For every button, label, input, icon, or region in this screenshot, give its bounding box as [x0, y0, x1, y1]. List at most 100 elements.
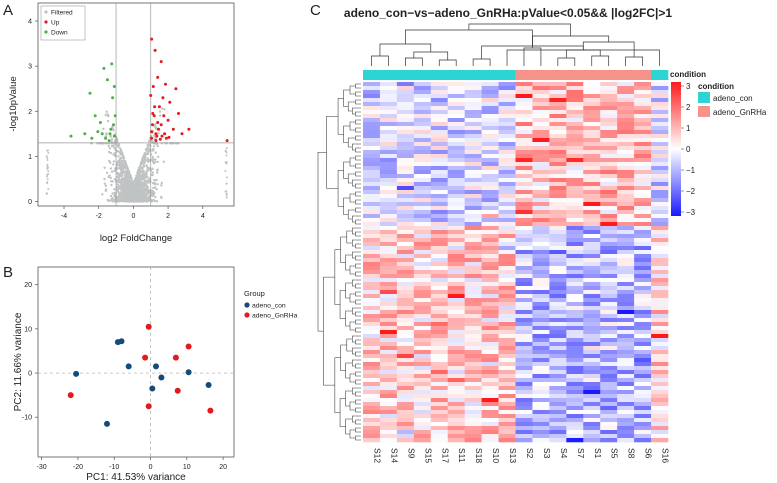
heatmap-cell — [617, 290, 635, 295]
heatmap-cell — [447, 378, 465, 383]
heatmap-cell — [634, 178, 652, 183]
heatmap-cell — [413, 182, 432, 187]
heatmap-cell — [617, 182, 635, 187]
heatmap-cell — [634, 422, 652, 427]
heatmap-cell — [481, 398, 499, 403]
heatmap-cell — [532, 378, 550, 383]
heatmap-cell — [481, 330, 499, 335]
heatmap-cell — [481, 162, 499, 167]
heatmap-cell — [396, 146, 415, 151]
heatmap-cell — [651, 262, 669, 267]
heatmap-cell — [515, 154, 533, 159]
heatmap-cell — [566, 162, 584, 167]
filtered-point — [108, 199, 111, 203]
filtered-point — [103, 166, 106, 169]
filtered-point — [119, 167, 122, 170]
filtered-point — [138, 167, 142, 170]
heatmap-cell — [498, 222, 516, 227]
heatmap-cell — [413, 286, 432, 291]
heatmap-cell — [583, 374, 601, 379]
filtered-point — [153, 178, 156, 182]
heatmap-cell — [481, 210, 499, 215]
heatmap-cell — [430, 98, 449, 103]
heatmap-cell — [379, 138, 398, 143]
row-dendrogram-link — [349, 373, 356, 383]
heatmap-cell — [379, 326, 398, 331]
heatmap-cell — [363, 298, 381, 303]
heatmap-cell — [498, 250, 516, 255]
heatmap-cell — [549, 390, 567, 395]
heatmap-cell — [634, 306, 652, 311]
heatmap-cell — [464, 406, 482, 411]
heatmap-cell — [634, 290, 652, 295]
heatmap-cell — [481, 90, 499, 95]
heatmap-cell — [447, 162, 465, 167]
heatmap-cell — [430, 214, 449, 219]
heatmap-cell — [566, 126, 584, 131]
heatmap-cell — [549, 386, 567, 391]
heatmap-cell — [379, 386, 398, 391]
pca-point-adeno-gnrha — [174, 387, 181, 394]
heatmap-cell — [566, 306, 584, 311]
heatmap-cell — [396, 154, 415, 159]
heatmap-cell — [379, 134, 398, 139]
heatmap-cell — [464, 330, 482, 335]
heatmap-cell — [430, 202, 449, 207]
heatmap-cell — [515, 426, 533, 431]
filtered-point — [143, 197, 147, 200]
heatmap-cell — [481, 234, 499, 239]
heatmap-cell — [413, 426, 432, 431]
row-dendrogram-link — [355, 119, 361, 125]
volcano-xtick-label: -2 — [96, 213, 102, 220]
heatmap-cell — [396, 86, 415, 91]
heatmap-cell — [600, 174, 618, 179]
heatmap-cell — [634, 410, 652, 415]
heatmap-cell — [363, 382, 381, 387]
heatmap-cell — [396, 266, 415, 271]
heatmap-cell — [600, 334, 618, 339]
heatmap-cell — [447, 398, 465, 403]
heatmap-cell — [396, 198, 415, 203]
condition-legend-gnrha-label: adeno_GnRHa — [713, 108, 767, 117]
heatmap-cell — [566, 390, 584, 395]
row-dendrogram-link — [355, 155, 361, 161]
heatmap-cell — [634, 122, 652, 127]
heatmap-cell — [413, 366, 432, 371]
condition-annotation-bar — [363, 70, 669, 80]
heatmap-cell — [651, 210, 669, 215]
heatmap-cell — [549, 370, 567, 375]
heatmap-cell — [447, 306, 465, 311]
heatmap-cell — [481, 326, 499, 331]
filtered-point — [135, 174, 138, 177]
heatmap-cell — [413, 262, 432, 267]
heatmap-cell — [430, 234, 449, 239]
heatmap-cell — [532, 246, 550, 251]
heatmap-cell — [634, 210, 652, 215]
heatmap-cell — [481, 158, 499, 163]
heatmap-cell — [549, 310, 567, 315]
heatmap-cell — [515, 274, 533, 279]
filtered-point — [47, 188, 50, 191]
heatmap-cell — [396, 338, 415, 343]
heatmap-cell — [583, 258, 601, 263]
annotation-cell — [549, 70, 567, 80]
heatmap-cell — [363, 402, 381, 407]
filtered-point — [130, 176, 133, 180]
heatmap-cell — [363, 398, 381, 403]
filtered-point — [136, 199, 139, 202]
volcano-significant-points — [69, 37, 229, 143]
heatmap-cell — [430, 330, 449, 335]
heatmap-cell — [532, 214, 550, 219]
heatmap-cell — [583, 166, 601, 171]
heatmap-cell — [515, 294, 533, 299]
heatmap-cell — [363, 158, 381, 163]
heatmap-cell — [498, 430, 516, 435]
filtered-point — [141, 173, 144, 176]
heatmap-cell — [532, 218, 550, 223]
filtered-point — [102, 127, 105, 131]
pca-points — [67, 323, 214, 427]
heatmap-cell — [447, 354, 465, 359]
heatmap-cell — [566, 234, 584, 239]
heatmap-cell — [651, 318, 669, 323]
heatmap-cell — [363, 306, 381, 311]
